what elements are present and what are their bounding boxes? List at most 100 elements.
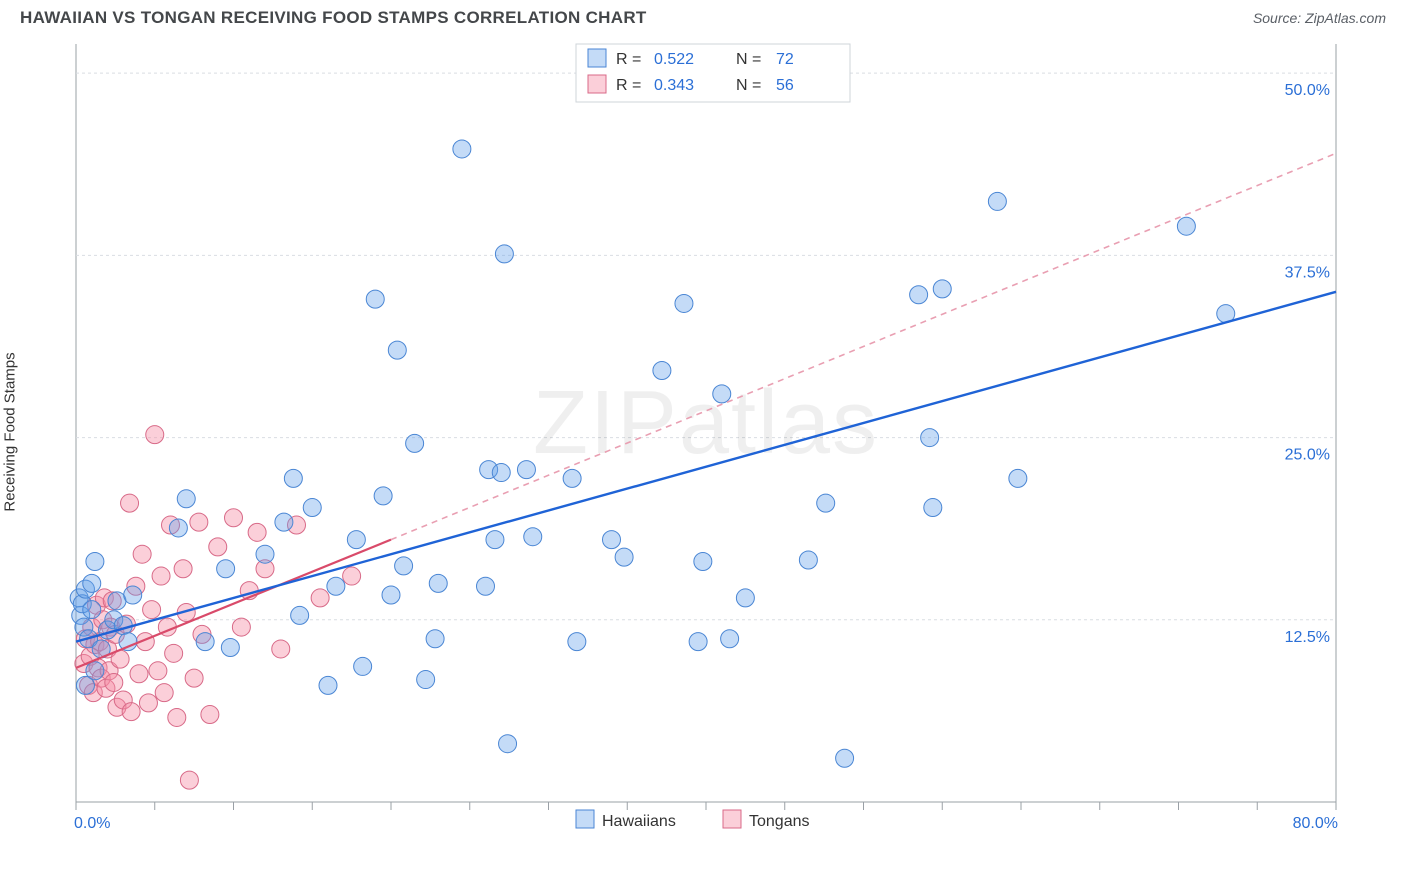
data-point: [568, 633, 586, 651]
data-point: [343, 567, 361, 585]
data-point: [615, 548, 633, 566]
data-point: [232, 618, 250, 636]
data-point: [327, 577, 345, 595]
legend-swatch: [588, 75, 606, 93]
data-point: [524, 528, 542, 546]
data-point: [272, 640, 290, 658]
data-point: [354, 657, 372, 675]
data-point: [256, 545, 274, 563]
data-point: [83, 574, 101, 592]
data-point: [817, 494, 835, 512]
data-point: [721, 630, 739, 648]
legend-swatch: [723, 810, 741, 828]
data-point: [180, 771, 198, 789]
data-point: [169, 519, 187, 537]
data-point: [196, 633, 214, 651]
y-axis-label: Receiving Food Stamps: [2, 352, 19, 511]
data-point: [406, 434, 424, 452]
data-point: [221, 638, 239, 656]
data-point: [603, 531, 621, 549]
data-point: [225, 509, 243, 527]
data-point: [347, 531, 365, 549]
data-point: [124, 586, 142, 604]
data-point: [517, 461, 535, 479]
legend-r-label: R =: [616, 77, 641, 94]
data-point: [177, 490, 195, 508]
legend-series-label: Tongans: [749, 813, 810, 830]
chart-header: HAWAIIAN VS TONGAN RECEIVING FOOD STAMPS…: [0, 0, 1406, 32]
data-point: [275, 513, 293, 531]
y-tick-label: 25.0%: [1285, 447, 1330, 464]
data-point: [146, 426, 164, 444]
y-tick-label: 50.0%: [1285, 82, 1330, 99]
data-point: [366, 290, 384, 308]
data-point: [499, 735, 517, 753]
data-point: [395, 557, 413, 575]
legend-series-label: Hawaiians: [602, 813, 676, 830]
data-point: [248, 523, 266, 541]
data-point: [119, 633, 137, 651]
data-point: [1177, 217, 1195, 235]
data-point: [291, 606, 309, 624]
legend-n-value: 56: [776, 77, 794, 94]
legend-r-value: 0.343: [654, 77, 694, 94]
legend-n-label: N =: [736, 51, 761, 68]
data-point: [105, 673, 123, 691]
data-point: [382, 586, 400, 604]
data-point: [185, 669, 203, 687]
data-point: [492, 464, 510, 482]
legend-r-value: 0.522: [654, 51, 694, 68]
data-point: [799, 551, 817, 569]
data-point: [143, 601, 161, 619]
trend-line: [391, 153, 1336, 539]
data-point: [653, 362, 671, 380]
x-tick-label: 0.0%: [74, 815, 110, 832]
data-point: [122, 703, 140, 721]
data-point: [910, 286, 928, 304]
data-point: [694, 552, 712, 570]
data-point: [201, 706, 219, 724]
y-tick-label: 12.5%: [1285, 629, 1330, 646]
data-point: [139, 694, 157, 712]
legend-swatch: [576, 810, 594, 828]
data-point: [988, 192, 1006, 210]
data-point: [311, 589, 329, 607]
data-point: [921, 429, 939, 447]
data-point: [429, 574, 447, 592]
data-point: [284, 469, 302, 487]
data-point: [152, 567, 170, 585]
data-point: [86, 552, 104, 570]
trend-line: [76, 292, 1336, 642]
chart-container: Receiving Food Stamps 12.5%25.0%37.5%50.…: [20, 32, 1386, 832]
data-point: [453, 140, 471, 158]
data-point: [174, 560, 192, 578]
legend-swatch: [588, 49, 606, 67]
chart-title: HAWAIIAN VS TONGAN RECEIVING FOOD STAMPS…: [20, 8, 647, 28]
data-point: [426, 630, 444, 648]
data-point: [477, 577, 495, 595]
data-point: [924, 499, 942, 517]
data-point: [319, 676, 337, 694]
data-point: [165, 644, 183, 662]
data-point: [374, 487, 392, 505]
data-point: [933, 280, 951, 298]
data-point: [713, 385, 731, 403]
data-point: [1009, 469, 1027, 487]
data-point: [168, 708, 186, 726]
data-point: [130, 665, 148, 683]
legend-n-value: 72: [776, 51, 794, 68]
x-tick-label: 80.0%: [1293, 815, 1338, 832]
legend-n-label: N =: [736, 77, 761, 94]
watermark: ZIPatlas: [533, 373, 879, 473]
legend-r-label: R =: [616, 51, 641, 68]
data-point: [675, 294, 693, 312]
data-point: [83, 601, 101, 619]
data-point: [209, 538, 227, 556]
data-point: [736, 589, 754, 607]
data-point: [303, 499, 321, 517]
scatter-chart: 12.5%25.0%37.5%50.0%0.0%80.0%ZIPatlasR =…: [20, 32, 1350, 832]
data-point: [836, 749, 854, 767]
data-point: [689, 633, 707, 651]
chart-source: Source: ZipAtlas.com: [1253, 10, 1386, 26]
data-point: [190, 513, 208, 531]
